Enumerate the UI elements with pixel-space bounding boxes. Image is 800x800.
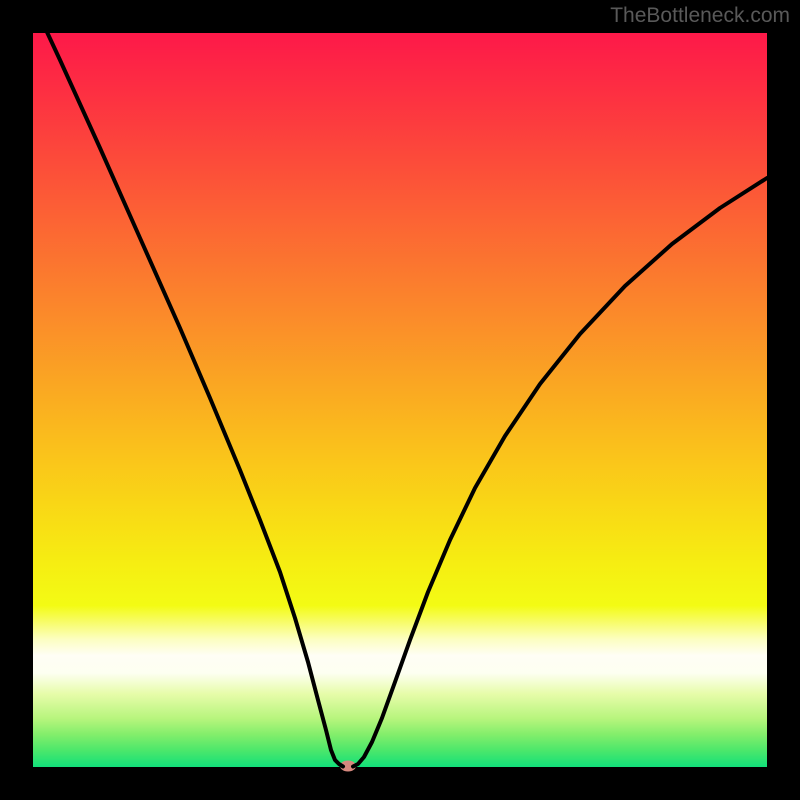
plot-area (33, 33, 767, 767)
bottleneck-chart (0, 0, 800, 800)
watermark-text: TheBottleneck.com (610, 4, 790, 28)
chart-container: TheBottleneck.com (0, 0, 800, 800)
